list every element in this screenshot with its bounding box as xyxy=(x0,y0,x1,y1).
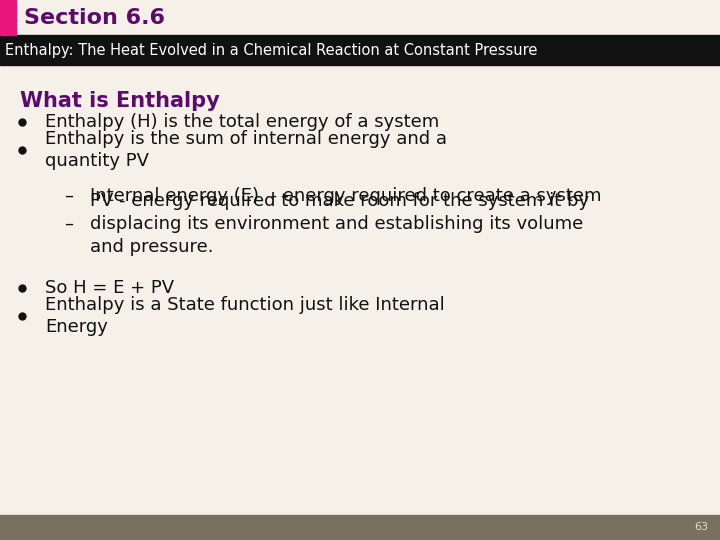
Text: Enthalpy: The Heat Evolved in a Chemical Reaction at Constant Pressure: Enthalpy: The Heat Evolved in a Chemical… xyxy=(5,43,537,57)
Text: Section 6.6: Section 6.6 xyxy=(24,8,165,28)
Text: 63: 63 xyxy=(694,523,708,532)
Text: Enthalpy is a State function just like Internal
Energy: Enthalpy is a State function just like I… xyxy=(45,295,445,336)
Bar xyxy=(0,515,720,540)
Text: Enthalpy is the sum of internal energy and a
quantity PV: Enthalpy is the sum of internal energy a… xyxy=(45,130,447,171)
Bar xyxy=(0,35,720,65)
Text: PV - energy required to make room for the system it by
displacing its environmen: PV - energy required to make room for th… xyxy=(90,192,589,256)
Text: What is Enthalpy: What is Enthalpy xyxy=(20,91,220,111)
Text: –: – xyxy=(64,215,73,233)
Bar xyxy=(0,0,16,35)
Bar xyxy=(16,0,720,35)
Text: Enthalpy (H) is the total energy of a system: Enthalpy (H) is the total energy of a sy… xyxy=(45,113,439,131)
Text: Internal energy (E)  - energy required to create a system: Internal energy (E) - energy required to… xyxy=(90,187,601,205)
Text: –: – xyxy=(64,187,73,205)
Text: So H = E + PV: So H = E + PV xyxy=(45,279,174,297)
